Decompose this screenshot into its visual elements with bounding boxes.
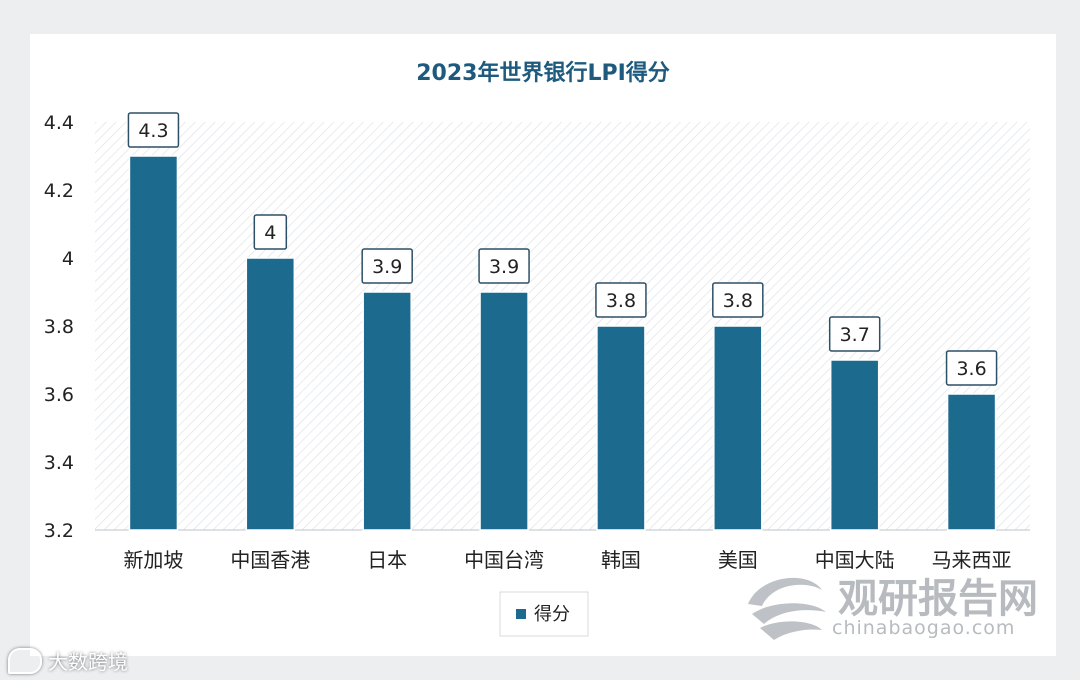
legend-label: 得分: [534, 604, 570, 625]
data-label-box: [945, 350, 998, 386]
y-tick-label: 4: [62, 248, 74, 270]
data-label: 3.9: [489, 256, 519, 278]
y-axis: 3.2 3.4 3.6 3.8 4 4.2 4.4: [44, 112, 74, 542]
data-label-box: [712, 282, 764, 318]
bar: [713, 325, 763, 531]
legend-box: [499, 591, 589, 637]
data-label-box: [127, 112, 180, 148]
watermark-site: chinabaogao.com: [832, 617, 1015, 639]
bar: [946, 393, 997, 531]
data-label: 3.8: [606, 290, 636, 312]
x-tick-label: 中国台湾: [464, 548, 544, 572]
bar: [362, 291, 412, 531]
y-tick-label: 3.2: [44, 520, 74, 542]
bar: [245, 257, 296, 531]
y-tick-label: 3.4: [44, 452, 74, 474]
footer-tag-label: 大数跨境: [48, 650, 128, 674]
data-label-box: [828, 316, 881, 352]
data-label: 3.6: [956, 358, 986, 380]
data-label: 3.7: [840, 324, 870, 346]
data-label: 4: [264, 222, 276, 244]
data-label: 4.3: [138, 120, 168, 142]
x-tick-label: 中国大陆: [815, 548, 895, 572]
x-tick-label: 中国香港: [230, 548, 310, 572]
x-tick-label: 美国: [718, 548, 758, 572]
plot-area: [95, 122, 1030, 530]
y-tick-label: 3.6: [44, 384, 74, 406]
y-tick-label: 4.4: [44, 112, 74, 134]
data-label-box: [253, 214, 288, 250]
data-label-box: [595, 282, 647, 318]
footer-tag: 大数跨境: [8, 646, 128, 675]
bars: 4.3 4 3.9 3.9 3.8 3.8 3.7 3.6: [127, 112, 998, 531]
x-tick-label: 马来西亚: [932, 548, 1012, 572]
data-label-box: [478, 248, 530, 284]
x-tick-label: 日本: [367, 548, 407, 572]
data-label-box: [361, 248, 413, 284]
bar: [596, 325, 646, 531]
chart-title: 2023年世界银行LPI得分: [416, 60, 670, 86]
x-tick-label: 韩国: [601, 548, 641, 572]
watermark: 观研报告网 chinabaogao.com: [748, 576, 1038, 640]
bar: [479, 291, 529, 531]
legend: 得分: [499, 591, 589, 637]
bar: [829, 359, 880, 531]
watermark-brand: 观研报告网: [838, 576, 1038, 622]
legend-swatch: [516, 609, 526, 619]
swirl-logo-icon: [748, 577, 826, 640]
data-label: 3.8: [723, 290, 753, 312]
x-tick-label: 新加坡: [123, 548, 183, 572]
y-tick-label: 3.8: [44, 316, 74, 338]
data-label: 3.9: [372, 256, 402, 278]
y-tick-label: 4.2: [44, 180, 74, 202]
bar: [128, 155, 179, 531]
x-axis: 新加坡 中国香港 日本 中国台湾 韩国 美国 中国大陆 马来西亚: [123, 548, 1011, 572]
chat-bubble-icon: [8, 647, 42, 674]
